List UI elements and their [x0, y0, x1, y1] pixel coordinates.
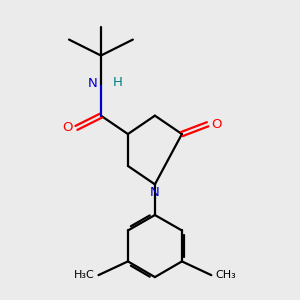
Text: H₃C: H₃C: [74, 270, 95, 280]
Text: N: N: [88, 77, 98, 90]
Text: N: N: [150, 186, 160, 199]
Text: H: H: [113, 76, 123, 89]
Text: CH₃: CH₃: [215, 270, 236, 280]
Text: O: O: [62, 122, 73, 134]
Text: O: O: [211, 118, 222, 131]
